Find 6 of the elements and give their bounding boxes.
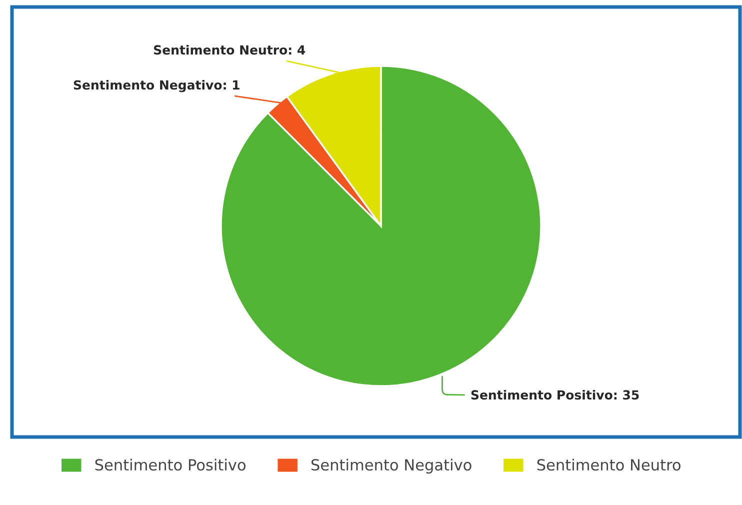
data-label: Sentimento Neutro: 4 [154, 44, 306, 55]
legend-label: Sentimento Negativo [311, 458, 472, 474]
data-label: Sentimento Positivo: 35 [471, 390, 639, 400]
legend-label: Sentimento Neutro [537, 458, 680, 471]
legend-label: Sentimento Positivo [95, 458, 246, 471]
data-label: Sentimento Negativo: 1 [74, 80, 240, 92]
